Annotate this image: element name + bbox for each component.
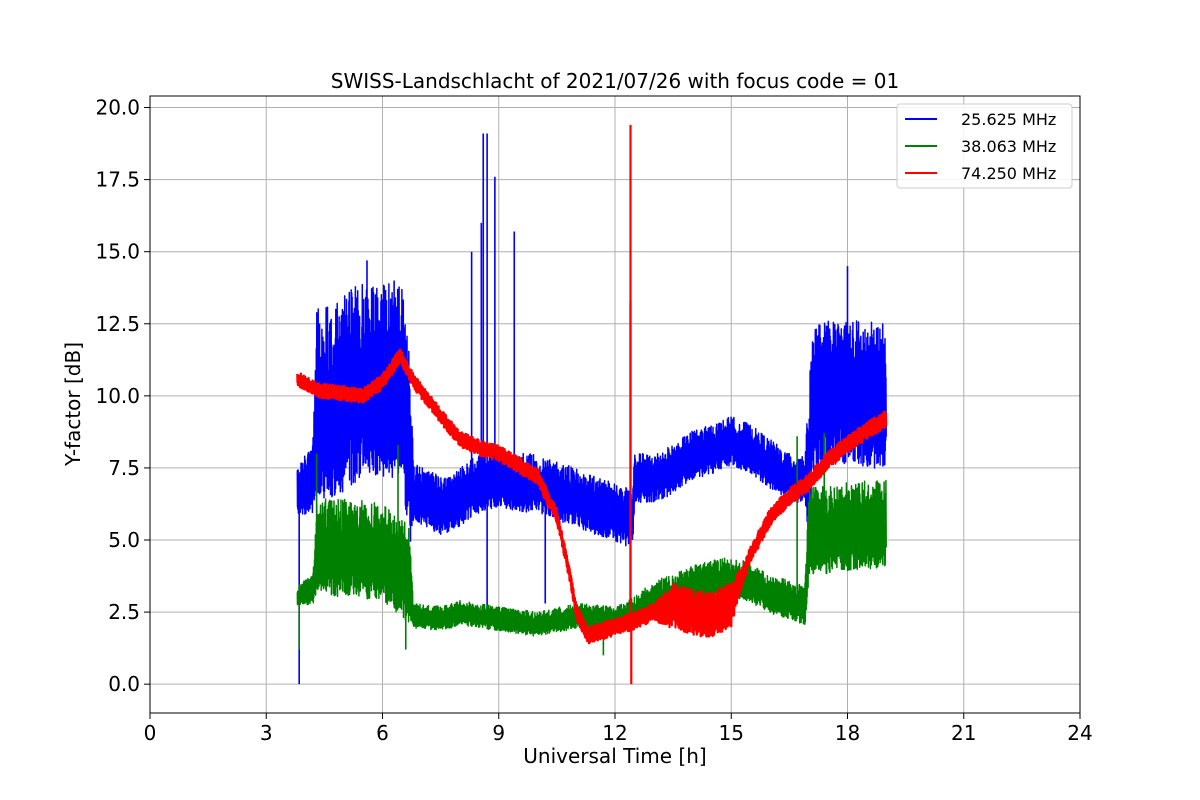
legend-label: 25.625 MHz (961, 110, 1056, 129)
x-tick-label: 24 (1067, 721, 1092, 745)
y-tick-label: 5.0 (108, 528, 140, 552)
y-tick-label: 20.0 (95, 96, 140, 120)
legend-box (896, 103, 1073, 189)
x-tick-label: 9 (492, 721, 505, 745)
series-line-2 (296, 348, 888, 645)
y-axis-ticks: 0.0 2.5 5.0 7.5 10.0 12.5 15.0 17.5 20.0 (95, 96, 150, 696)
x-tick-label: 21 (951, 721, 976, 745)
y-axis-label: Y-factor [dB] (61, 342, 85, 467)
series-line-0 (296, 283, 887, 547)
y-tick-label: 7.5 (108, 456, 140, 480)
x-tick-label: 12 (602, 721, 627, 745)
y-tick-label: 10.0 (95, 384, 140, 408)
legend-label: 38.063 MHz (961, 137, 1056, 156)
series-layer (296, 124, 888, 685)
chart-title: SWISS-Landschlacht of 2021/07/26 with fo… (331, 69, 899, 93)
series-line-1 (296, 479, 887, 637)
x-tick-label: 6 (376, 721, 389, 745)
x-axis-label: Universal Time [h] (523, 744, 706, 768)
x-tick-label: 18 (835, 721, 860, 745)
x-axis-ticks: 0 3 6 9 12 15 18 21 24 (144, 713, 1093, 745)
x-tick-label: 15 (719, 721, 744, 745)
y-tick-label: 0.0 (108, 672, 140, 696)
legend-label: 74.250 MHz (961, 164, 1056, 183)
legend: 25.625 MHz 38.063 MHz 74.250 MHz (896, 103, 1073, 189)
x-tick-label: 3 (260, 721, 273, 745)
y-tick-label: 15.0 (95, 240, 140, 264)
y-tick-label: 2.5 (108, 600, 140, 624)
y-tick-label: 17.5 (95, 168, 140, 192)
x-tick-label: 0 (144, 721, 157, 745)
y-tick-label: 12.5 (95, 312, 140, 336)
